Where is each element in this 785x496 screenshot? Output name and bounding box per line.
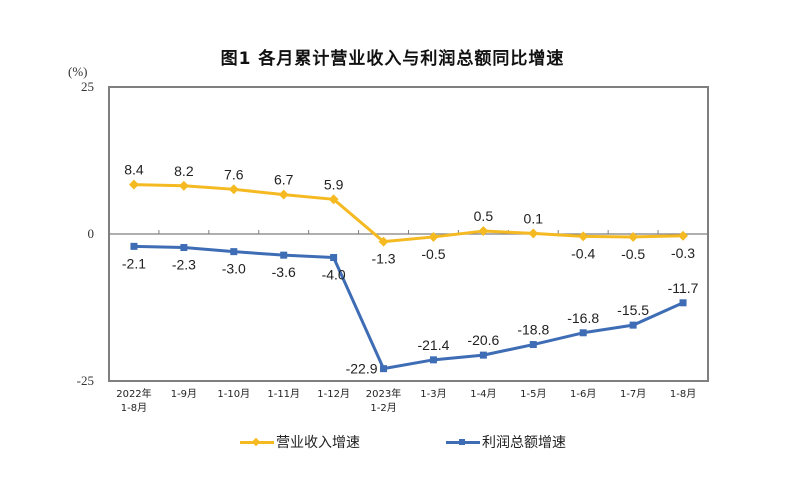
profit-data-marker: [479, 351, 487, 359]
profit-data-label: -21.4: [417, 337, 449, 353]
revenue-data-label: 0.1: [524, 210, 544, 226]
x-axis-label: 1-9月: [170, 389, 198, 400]
x-axis-label: 2023年 1-2月: [365, 389, 402, 414]
revenue-data-marker: [378, 236, 389, 247]
revenue-data-label: -1.3: [371, 251, 395, 267]
profit-legend-swatch: [446, 438, 480, 445]
x-axis-label: 1-12月: [317, 389, 350, 400]
revenue-data-label: 8.2: [174, 163, 194, 179]
profit-data-marker: [529, 341, 537, 349]
revenue-data-marker: [278, 189, 289, 200]
x-axis-label: 1-8月: [669, 389, 697, 400]
profit-data-marker: [579, 329, 587, 337]
profit-data-label: -18.8: [517, 322, 549, 338]
revenue-data-marker: [428, 231, 439, 242]
y-tick-0: 0: [87, 226, 95, 241]
profit-data-marker: [679, 299, 687, 307]
revenue-data-label: 8.4: [124, 162, 144, 178]
profit-data-marker: [429, 356, 437, 364]
legend-item-revenue: 营业收入增速: [240, 432, 360, 452]
profit-data-marker: [629, 321, 637, 329]
profit-data-label: -3.0: [222, 261, 246, 277]
revenue-data-marker: [328, 194, 339, 205]
y-tick-minus-25: -25: [76, 373, 94, 388]
profit-data-label: -16.8: [567, 310, 599, 326]
revenue-legend-swatch: [240, 437, 274, 446]
x-axis-label: 1-7月: [619, 389, 647, 400]
y-tick-25: 25: [81, 79, 94, 94]
revenue-data-label: 0.5: [474, 208, 494, 224]
profit-data-label: -11.7: [668, 280, 699, 296]
revenue-growth-line: [133, 183, 684, 244]
y-axis-unit-label: (%): [68, 64, 88, 79]
profit-data-label: -15.5: [617, 302, 649, 318]
profit-data-marker: [330, 254, 338, 262]
profit-growth-line: [133, 244, 684, 371]
profit-data-marker: [280, 251, 288, 259]
profit-data-marker: [130, 242, 138, 250]
profit-data-marker: [180, 244, 188, 252]
revenue-data-marker: [478, 226, 489, 237]
revenue-data-marker: [178, 180, 189, 191]
legend-label-profit: 利润总额增速: [482, 435, 566, 451]
profit-data-label: -20.6: [467, 332, 499, 348]
chart-title: 图1 各月累计营业收入与利润总额同比增速: [220, 49, 565, 69]
legend-label-revenue: 营业收入增速: [276, 435, 360, 451]
revenue-data-label: -0.5: [421, 246, 445, 262]
x-axis-label: 1-11月: [267, 389, 301, 400]
revenue-data-marker: [528, 228, 539, 239]
legend-item-profit: 利润总额增速: [446, 432, 566, 452]
revenue-data-label: 6.7: [274, 172, 294, 188]
profit-data-label: -3.6: [272, 264, 296, 280]
revenue-data-label: 7.6: [224, 166, 244, 182]
profit-data-label: -2.3: [172, 257, 196, 273]
revenue-data-marker: [678, 230, 688, 241]
revenue-data-marker: [228, 184, 239, 195]
profit-data-label: -22.9: [346, 361, 378, 377]
revenue-data-marker: [628, 231, 639, 242]
revenue-data-marker: [129, 179, 139, 190]
profit-data-marker: [230, 248, 238, 256]
x-axis-label: 1-3月: [420, 389, 447, 400]
x-axis-label: 2022年 1-8月: [116, 389, 152, 414]
revenue-data-label: -0.3: [671, 245, 695, 261]
profit-data-label: -2.1: [122, 255, 146, 271]
revenue-data-label: -0.4: [571, 245, 595, 261]
x-axis-label: 1-10月: [217, 389, 251, 400]
revenue-data-label: 5.9: [324, 176, 344, 192]
x-axis-label: 1-6月: [570, 389, 597, 400]
revenue-data-label: -0.5: [621, 246, 645, 262]
x-axis-label: 1-4月: [470, 389, 497, 400]
profit-data-label: -4.0: [322, 267, 346, 283]
profit-data-marker: [380, 365, 388, 373]
x-axis-label: 1-5月: [520, 389, 547, 400]
revenue-data-marker: [578, 231, 589, 242]
